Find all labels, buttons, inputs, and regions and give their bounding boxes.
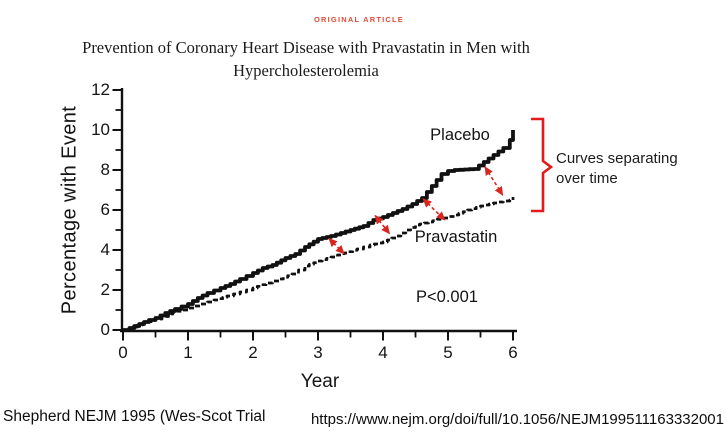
x-axis-tick-label: 1: [183, 343, 193, 362]
note-line1: Curves separating: [556, 150, 678, 167]
placebo-series-label: Placebo: [430, 126, 490, 144]
x-axis-title: Year: [300, 371, 340, 392]
article-title-line2: Hypercholesterolemia: [233, 61, 379, 80]
x-axis-tick-label: 0: [118, 343, 128, 362]
y-axis-tick-label: 8: [100, 160, 110, 179]
gap-arrow: [484, 166, 504, 196]
pravastatin-curve: [123, 197, 515, 332]
chart-axes: [112, 88, 517, 341]
right-brace-annotation: [531, 117, 554, 213]
gap-arrow: [374, 214, 391, 235]
article-title: Prevention of Coronary Heart Disease wit…: [0, 36, 626, 82]
note-line2: over time: [556, 169, 618, 187]
curves-separating-note: Curves separating over time: [556, 149, 678, 188]
x-axis-tick-label: 6: [508, 343, 518, 362]
y-axis-tick-label: 2: [100, 280, 110, 299]
gap-arrow: [328, 237, 345, 255]
journal-section-label: ORIGINAL ARTICLE: [313, 15, 405, 24]
y-axis-tick-label: 12: [91, 80, 110, 99]
y-axis-tick-label: 6: [100, 200, 110, 219]
p-value-label: P<0.001: [416, 288, 478, 306]
source-url[interactable]: https://www.nejm.org/doi/full/10.1056/NE…: [310, 411, 724, 428]
y-axis-tick-label: 0: [100, 320, 110, 339]
gap-arrow: [422, 198, 446, 221]
x-axis-tick-label: 5: [443, 343, 453, 362]
placebo-curve: [123, 130, 515, 332]
citation-text: Shepherd NEJM 1995 (Wes-Scot Trial: [3, 408, 266, 425]
x-axis-tick-label: 3: [313, 343, 323, 362]
y-axis-tick-label: 10: [91, 120, 110, 139]
article-title-line1: Prevention of Coronary Heart Disease wit…: [82, 38, 530, 57]
pravastatin-series-label: Pravastatin: [414, 228, 498, 246]
survival-curves: [123, 130, 515, 332]
x-axis-tick-label: 4: [378, 343, 388, 362]
x-axis-tick-label: 2: [248, 343, 258, 362]
y-axis-tick-label: 4: [100, 240, 110, 259]
gap-annotation-arrows: [328, 166, 504, 255]
